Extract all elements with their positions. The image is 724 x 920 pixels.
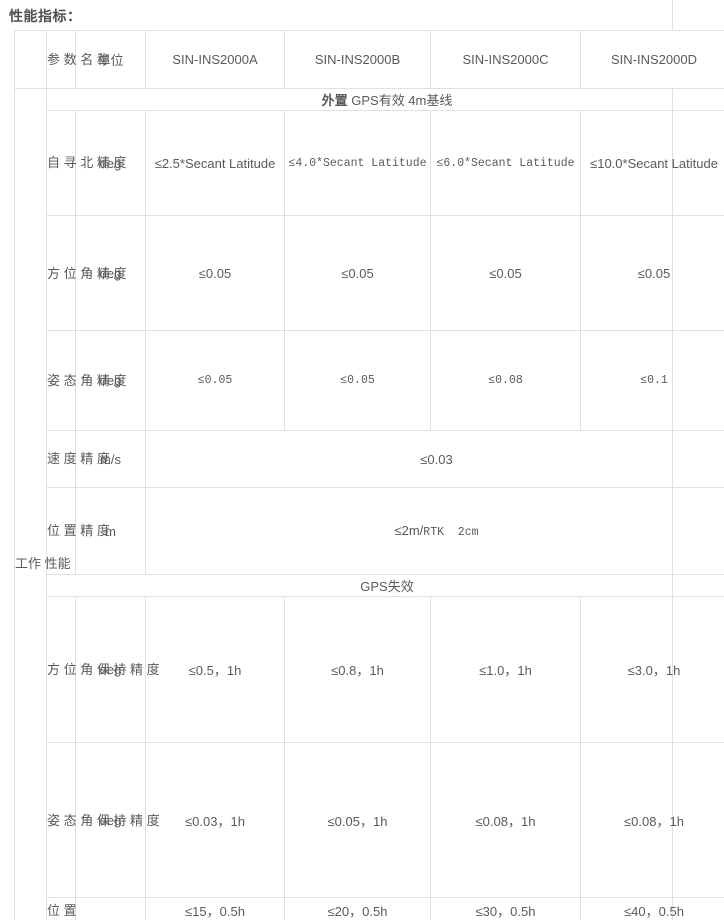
value-d: ≤0.1: [580, 330, 724, 431]
row-label: 自 寻 北 精 度: [46, 110, 126, 216]
value-merged-mono: RTK 2cm: [423, 526, 479, 539]
row-attitude-hold: 姿 态 角 保 持 精 度 deg ≤0.03，1h ≤0.05，1h ≤0.0…: [15, 742, 724, 898]
row-label: 速 度 精 度: [46, 430, 110, 488]
performance-spec-table: 参 数 名 称 单位 SIN-INS2000A SIN-INS2000B SIN…: [14, 30, 724, 920]
row-north-seek: 自 寻 北 精 度 deg ≤2.5*Secant Latitude ≤4.0*…: [15, 110, 724, 216]
row-unit: m/s: [75, 430, 146, 488]
header-model-a: SIN-INS2000A: [145, 30, 285, 89]
section-gps-valid-bold: 外置: [321, 93, 348, 108]
row-unit: deg: [75, 110, 146, 216]
value-d: ≤0.08，1h: [580, 742, 724, 898]
page-title: 性能指标：: [9, 8, 82, 24]
value-c: ≤0.05: [430, 215, 581, 331]
section-gps-valid: 外置 GPS有效 4m基线: [46, 88, 724, 111]
value-d: ≤0.05: [580, 215, 724, 331]
section-gps-lost: GPS失效: [46, 574, 724, 597]
value-c: ≤1.0，1h: [430, 596, 581, 743]
value-d: ≤10.0*Secant Latitude: [580, 110, 724, 216]
section-row-gps-valid: 工作 性能 外置 GPS有效 4m基线: [14, 88, 724, 920]
value-a: ≤0.05: [145, 215, 285, 331]
value-a: ≤0.5，1h: [145, 596, 285, 743]
row-label: 姿 态 角 精 度: [46, 330, 126, 431]
row-unit: m: [75, 487, 146, 575]
value-b: ≤4.0*Secant Latitude: [284, 110, 431, 216]
section-row-gps-lost: GPS失效: [15, 574, 724, 597]
value-b: ≤0.8，1h: [284, 596, 431, 743]
value-d: ≤3.0，1h: [580, 596, 724, 743]
row-label: 方 位 角 保 持 精 度: [46, 596, 160, 743]
row-attitude-accuracy: 姿 态 角 精 度 deg ≤0.05 ≤0.05 ≤0.08 ≤0.1: [15, 330, 724, 431]
row-label: 位 置 精 度: [46, 487, 110, 575]
value-b: ≤0.05，1h: [284, 742, 431, 898]
header-unit: 单位: [75, 30, 146, 89]
value-merged: ≤0.03: [145, 430, 724, 488]
row-label: 姿 态 角 保 持 精 度: [46, 742, 160, 898]
value-a: ≤2.5*Secant Latitude: [145, 110, 285, 216]
row-position-hold: 位 置 ≤15，0.5h ≤20，0.5h ≤30，0.5h ≤40，0.5h: [15, 897, 724, 920]
value-b: ≤0.05: [284, 330, 431, 431]
work-performance-label: 工作 性能: [14, 88, 71, 920]
value-c: ≤0.08，1h: [430, 742, 581, 898]
value-a: ≤0.05: [145, 330, 285, 431]
section-gps-valid-rest: GPS有效 4m基线: [347, 93, 453, 108]
value-merged: ≤2m/RTK 2cm: [145, 487, 724, 575]
row-unit: deg: [75, 596, 146, 743]
row-label: 位 置: [46, 897, 77, 920]
value-merged-sans: ≤2m/: [394, 523, 424, 538]
row-azimuth-hold: 方 位 角 保 持 精 度 deg ≤0.5，1h ≤0.8，1h ≤1.0，1…: [15, 596, 724, 743]
value-a: ≤0.03，1h: [145, 742, 285, 898]
row-position-accuracy: 位 置 精 度 m ≤2m/RTK 2cm: [15, 487, 724, 575]
value-c: ≤6.0*Secant Latitude: [430, 110, 581, 216]
value-b: ≤0.05: [284, 215, 431, 331]
value-c: ≤30，0.5h: [430, 897, 581, 920]
row-unit: [75, 897, 146, 920]
row-azimuth-accuracy: 方 位 角 精 度 deg ≤0.05 ≤0.05 ≤0.05 ≤0.05: [15, 215, 724, 331]
header-model-b: SIN-INS2000B: [284, 30, 431, 89]
row-velocity-accuracy: 速 度 精 度 m/s ≤0.03: [15, 430, 724, 488]
row-label: 方 位 角 精 度: [46, 215, 126, 331]
header-row: 参 数 名 称 单位 SIN-INS2000A SIN-INS2000B SIN…: [14, 30, 724, 89]
value-c: ≤0.08: [430, 330, 581, 431]
header-model-c: SIN-INS2000C: [430, 30, 581, 89]
row-unit: deg: [75, 330, 146, 431]
table-edge-line-top: [672, 0, 673, 31]
row-unit: deg: [75, 215, 146, 331]
value-d: ≤40，0.5h: [580, 897, 724, 920]
header-model-d: SIN-INS2000D: [580, 30, 724, 89]
header-corner-cell: [14, 30, 47, 89]
value-a: ≤15，0.5h: [145, 897, 285, 920]
header-param-name: 参 数 名 称: [46, 30, 110, 89]
value-b: ≤20，0.5h: [284, 897, 431, 920]
